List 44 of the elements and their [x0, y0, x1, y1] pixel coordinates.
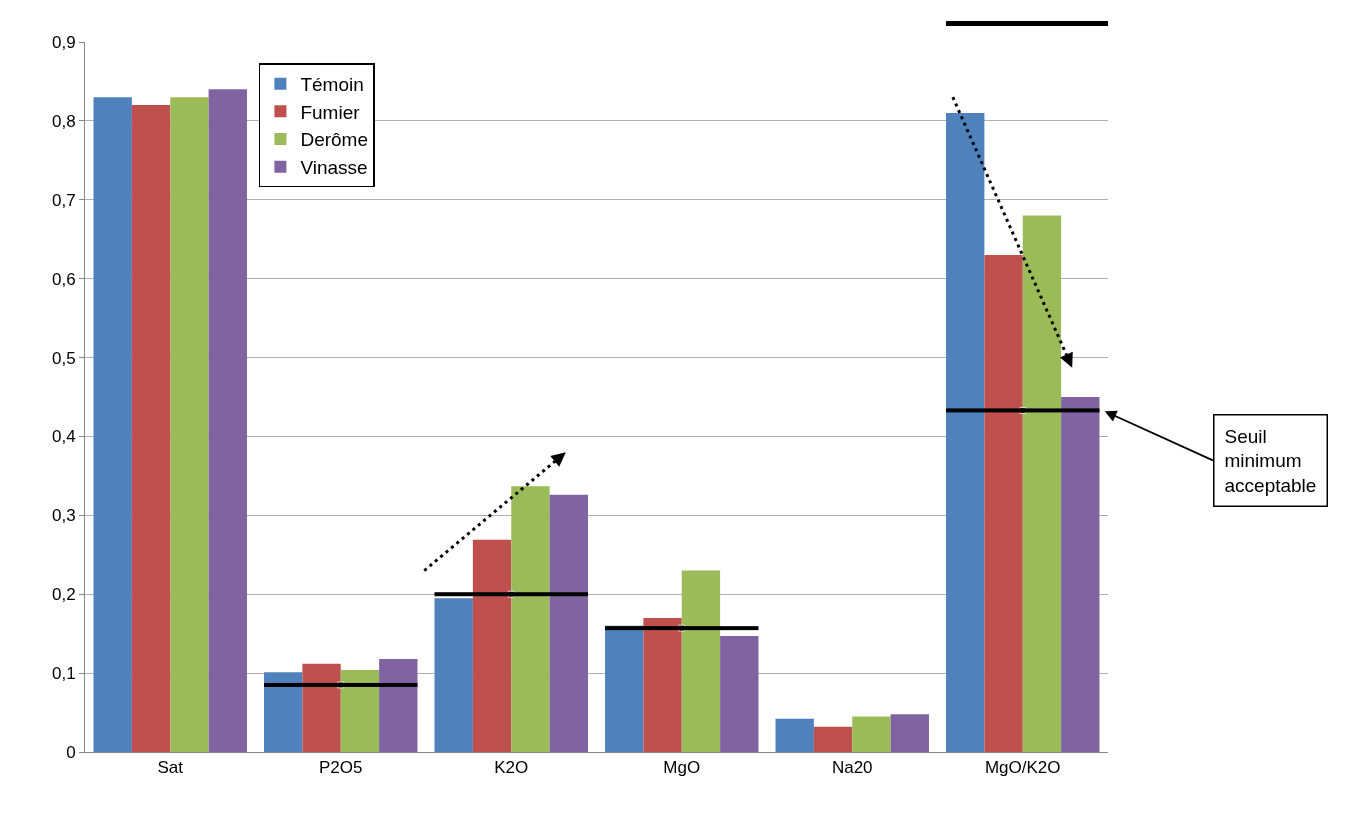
- x-tick-label: Na20: [831, 758, 873, 778]
- bar: [511, 486, 550, 752]
- bar: [946, 113, 985, 752]
- bar: [681, 570, 721, 752]
- bar: [549, 494, 588, 752]
- y-tick-label: 0,4: [51, 427, 76, 447]
- bar: [93, 97, 132, 752]
- y-tick-label: 0,2: [51, 585, 76, 605]
- bar: [1061, 397, 1100, 752]
- text: Seuil minimum acceptable: [1224, 425, 1317, 496]
- x-tick-label: P2O5: [319, 758, 363, 778]
- legend-label: Témoin: [300, 74, 364, 96]
- y-tick-label: 0,8: [51, 111, 76, 131]
- bar: [434, 598, 473, 752]
- bar: [775, 718, 814, 752]
- bar: [472, 539, 512, 752]
- y-tick-label: 0,5: [51, 348, 76, 368]
- bar: [264, 672, 303, 752]
- y-tick-label: 0,3: [51, 506, 76, 526]
- y-tick-label: 0,1: [51, 664, 76, 684]
- bar: [379, 658, 418, 752]
- y-tick-label: 0,9: [51, 32, 76, 52]
- legend-label: Fumier: [300, 101, 361, 123]
- x-tick-label: MgO/K2O: [984, 758, 1061, 778]
- bar: [852, 716, 891, 752]
- bar: [170, 97, 209, 752]
- bar: [131, 105, 171, 752]
- bar: [890, 714, 929, 752]
- bar: [208, 89, 247, 752]
- y-tick-label: 0,6: [51, 269, 76, 289]
- bar: [643, 617, 682, 752]
- bar: [720, 636, 759, 752]
- x-tick-label: Sat: [157, 758, 184, 778]
- x-tick-label: MgO: [663, 758, 701, 778]
- x-tick-label: K2O: [494, 758, 529, 778]
- bar: [984, 255, 1023, 752]
- y-tick-label: 0,7: [51, 190, 76, 210]
- bar: [340, 669, 380, 752]
- bar: [813, 726, 853, 752]
- y-tick-label: 0: [66, 742, 76, 762]
- legend-label: Derôme: [300, 129, 368, 151]
- bar: [302, 663, 341, 752]
- bar: [1022, 215, 1062, 752]
- legend-label: Vinasse: [300, 157, 368, 179]
